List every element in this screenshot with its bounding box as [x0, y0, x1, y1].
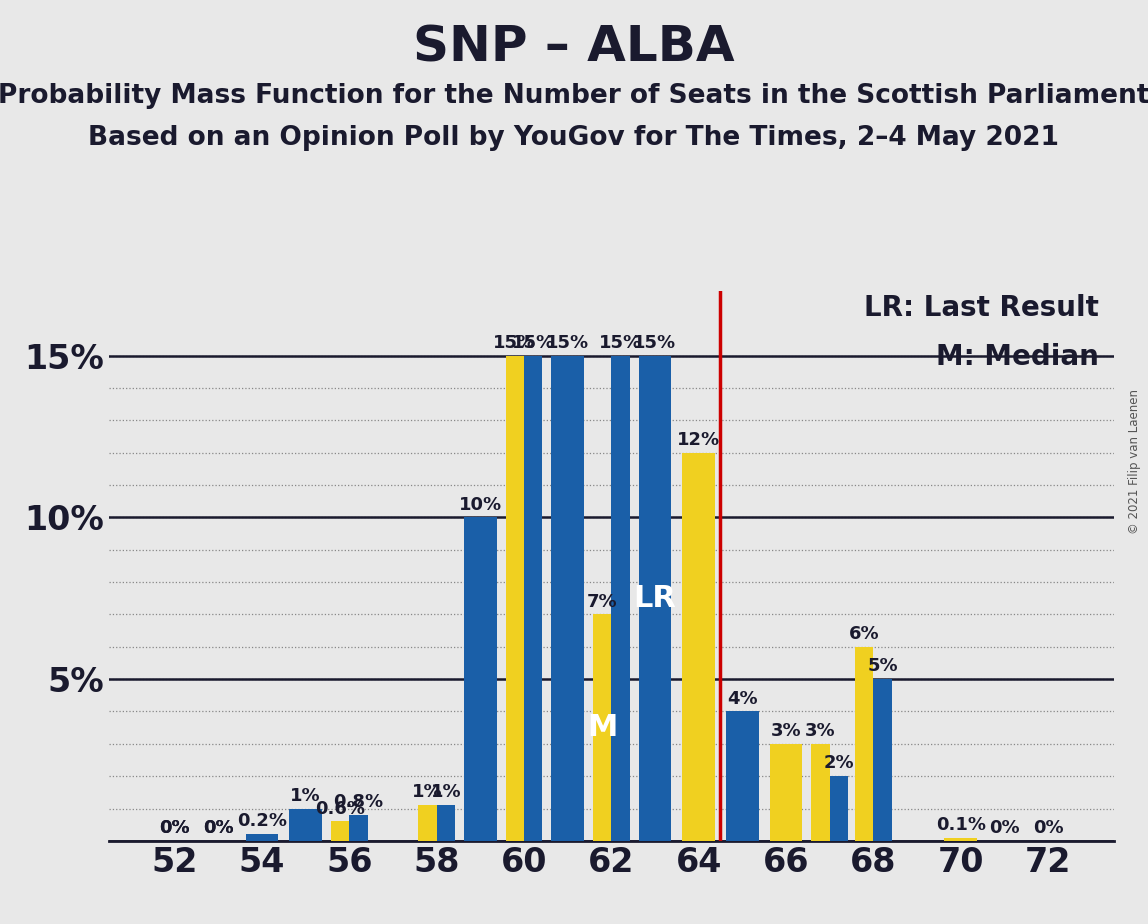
- Text: 1%: 1%: [430, 784, 461, 801]
- Text: 6%: 6%: [848, 625, 879, 643]
- Text: 0.6%: 0.6%: [315, 799, 365, 818]
- Text: 15%: 15%: [599, 334, 642, 352]
- Text: 7%: 7%: [587, 592, 618, 611]
- Text: 12%: 12%: [677, 431, 720, 449]
- Bar: [812, 744, 830, 841]
- Bar: [436, 805, 455, 841]
- Bar: [769, 744, 802, 841]
- Bar: [682, 453, 715, 841]
- Bar: [505, 356, 523, 841]
- Text: 4%: 4%: [727, 689, 758, 708]
- Text: 0.2%: 0.2%: [236, 812, 287, 831]
- Text: Based on an Opinion Poll by YouGov for The Times, 2–4 May 2021: Based on an Opinion Poll by YouGov for T…: [88, 125, 1060, 151]
- Text: 1%: 1%: [290, 786, 321, 805]
- Bar: [945, 837, 977, 841]
- Text: 0%: 0%: [203, 819, 233, 837]
- Text: 15%: 15%: [546, 334, 589, 352]
- Bar: [830, 776, 848, 841]
- Text: LR: LR: [634, 584, 676, 613]
- Text: 15%: 15%: [512, 334, 554, 352]
- Text: 5%: 5%: [867, 657, 898, 675]
- Text: 0%: 0%: [160, 819, 189, 837]
- Bar: [726, 711, 759, 841]
- Text: 10%: 10%: [459, 495, 502, 514]
- Text: 1%: 1%: [412, 784, 443, 801]
- Bar: [289, 808, 321, 841]
- Text: SNP – ALBA: SNP – ALBA: [413, 23, 735, 71]
- Bar: [855, 647, 874, 841]
- Text: LR: Last Result: LR: Last Result: [863, 294, 1099, 322]
- Bar: [331, 821, 349, 841]
- Bar: [523, 356, 542, 841]
- Text: 15%: 15%: [634, 334, 676, 352]
- Text: 0.1%: 0.1%: [936, 816, 986, 833]
- Text: Probability Mass Function for the Number of Seats in the Scottish Parliament: Probability Mass Function for the Number…: [0, 83, 1148, 109]
- Text: 0%: 0%: [160, 819, 189, 837]
- Bar: [246, 834, 278, 841]
- Text: M: M: [587, 713, 618, 742]
- Bar: [464, 517, 497, 841]
- Text: 3%: 3%: [770, 722, 801, 740]
- Text: 0.8%: 0.8%: [333, 793, 383, 811]
- Bar: [638, 356, 672, 841]
- Text: 15%: 15%: [494, 334, 536, 352]
- Bar: [874, 679, 892, 841]
- Text: 3%: 3%: [805, 722, 836, 740]
- Bar: [349, 815, 367, 841]
- Bar: [418, 805, 436, 841]
- Text: 2%: 2%: [823, 754, 854, 772]
- Bar: [551, 356, 584, 841]
- Bar: [611, 356, 629, 841]
- Text: 0%: 0%: [990, 819, 1019, 837]
- Text: © 2021 Filip van Laenen: © 2021 Filip van Laenen: [1127, 390, 1141, 534]
- Text: M: Median: M: Median: [936, 344, 1099, 371]
- Text: 0%: 0%: [203, 819, 233, 837]
- Text: 0%: 0%: [1033, 819, 1063, 837]
- Bar: [594, 614, 612, 841]
